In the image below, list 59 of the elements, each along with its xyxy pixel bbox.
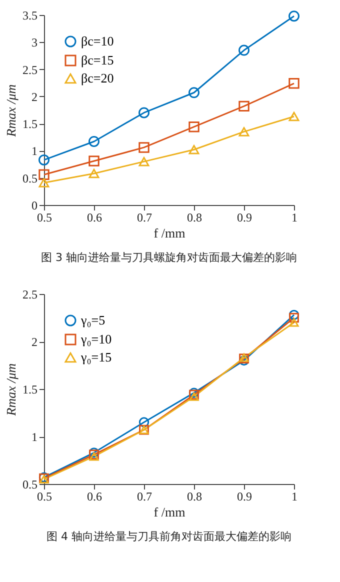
legend-label: γ₀=5 — [80, 312, 106, 328]
point — [189, 392, 199, 401]
point — [89, 452, 99, 461]
point — [38, 154, 50, 166]
point — [288, 78, 300, 89]
y-tick-label: 2.5 — [22, 288, 38, 302]
caption: 图 3 轴向进给量与刀具螺旋角对齿面最大偏差的影响 — [41, 251, 297, 264]
point — [88, 156, 100, 166]
point — [188, 121, 200, 132]
point — [88, 168, 100, 178]
x-tick-label: 0.9 — [237, 210, 252, 224]
x-tick-label: 0.6 — [87, 210, 102, 224]
x-tick-label: 1 — [292, 210, 298, 224]
point — [238, 127, 250, 136]
legend-label: βc=10 — [81, 34, 114, 48]
y-tick-label: 2.5 — [22, 62, 38, 77]
y-tick-label: 3 — [32, 36, 38, 50]
y-tick-label: 2 — [32, 90, 38, 104]
point — [138, 142, 150, 153]
point — [238, 100, 250, 112]
x-tick-label: 0.7 — [137, 210, 152, 224]
legend-label: γ₀=10 — [80, 332, 112, 346]
y-axis-title: Rmax /μm — [4, 363, 18, 417]
y-tick-label: 0.5 — [22, 478, 38, 492]
point — [288, 112, 300, 122]
y-tick-label: 1.5 — [22, 382, 38, 396]
point — [138, 156, 150, 166]
point — [38, 169, 50, 180]
x-tick-label: 1 — [292, 490, 298, 504]
point — [288, 310, 300, 320]
x-tick-label: 0.9 — [237, 490, 252, 504]
point — [288, 10, 300, 22]
y-axis-title: Rmax /μm — [4, 84, 18, 138]
point — [138, 107, 150, 118]
caption: 图 4 轴向进给量与刀具前角对齿面最大偏差的影响 — [46, 530, 292, 543]
y-tick-label: 1 — [32, 430, 38, 444]
y-tick-label: 1 — [32, 144, 38, 158]
legend-label: βc=15 — [81, 52, 114, 68]
point — [289, 318, 299, 327]
y-tick-label: 1.5 — [22, 117, 38, 132]
x-tick-label: 0.7 — [137, 490, 152, 504]
x-tick-label: 0.8 — [187, 490, 202, 504]
point — [188, 145, 200, 154]
y-tick-label: 2 — [32, 335, 38, 349]
y-tick-label: 0.5 — [22, 171, 38, 186]
x-tick-label: 0.8 — [187, 210, 202, 224]
x-tick-label: 0.6 — [87, 490, 102, 504]
point — [138, 417, 150, 428]
x-axis-title: f /mm — [154, 504, 186, 520]
point — [289, 312, 299, 323]
point — [38, 178, 50, 188]
point — [88, 136, 100, 147]
y-tick-label: 0 — [32, 198, 38, 212]
point — [238, 44, 250, 56]
x-axis-title: f /mm — [154, 226, 186, 240]
point — [188, 87, 200, 98]
legend-label: βc=20 — [81, 70, 114, 86]
legend-label: γ₀=15 — [80, 350, 112, 364]
y-tick-label: 3.5 — [22, 8, 38, 22]
